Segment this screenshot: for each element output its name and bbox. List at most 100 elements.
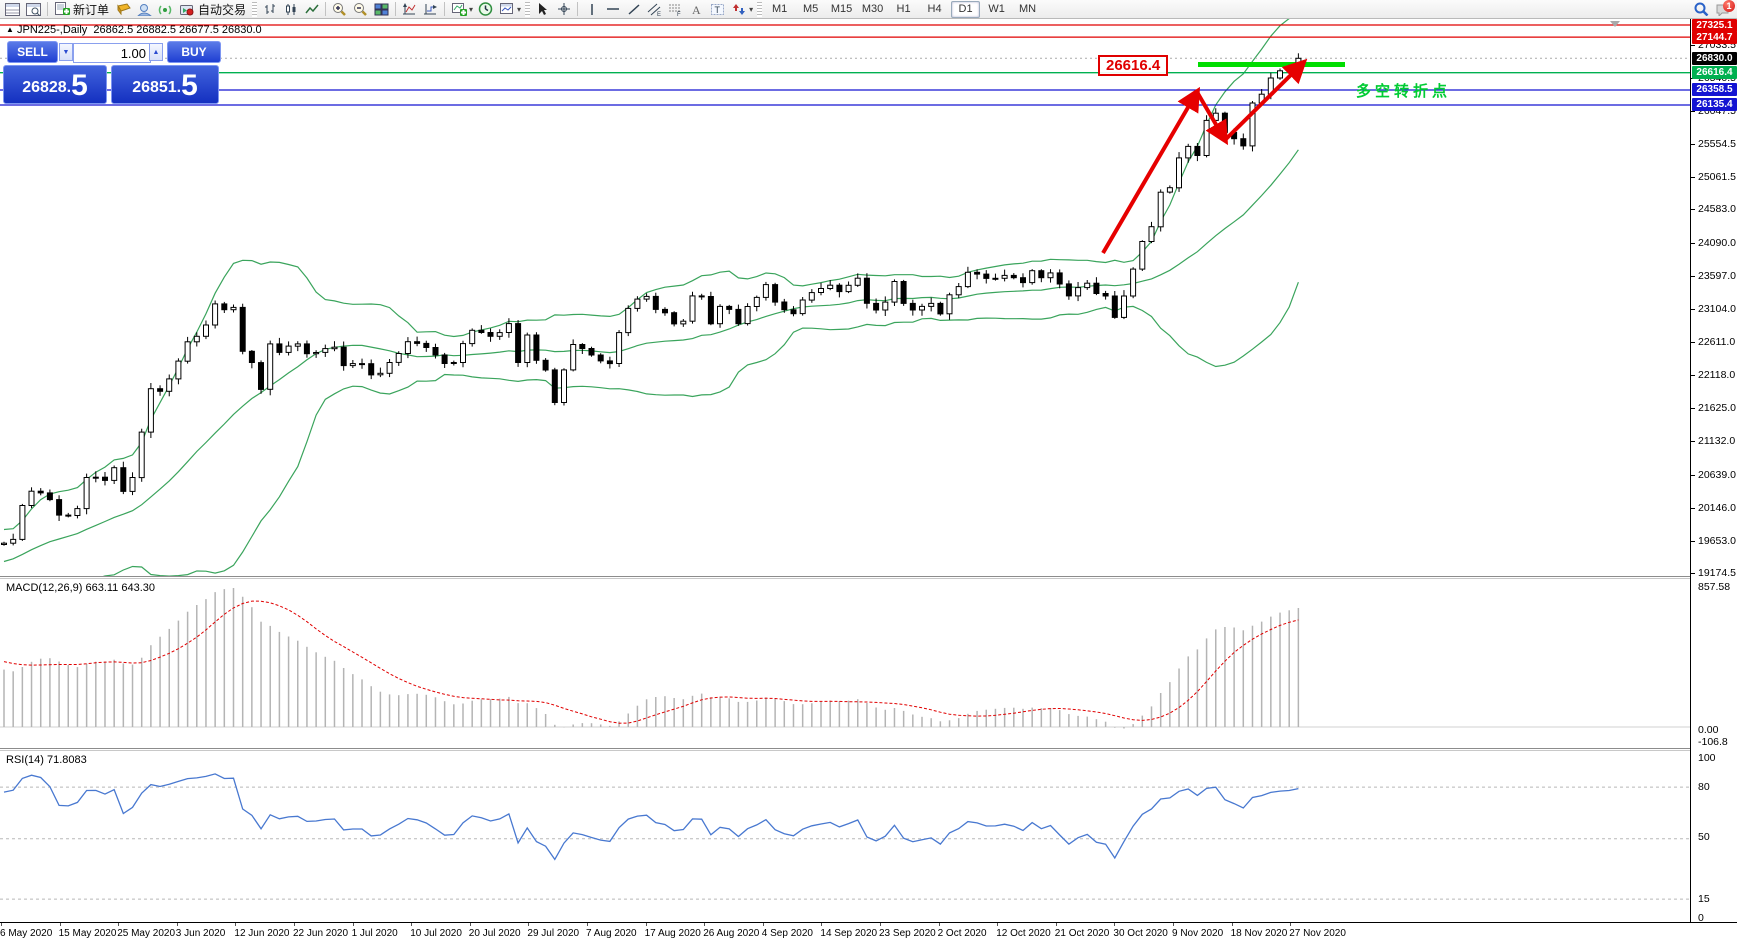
date-label: 4 Sep 2020 [761, 928, 813, 939]
price-tick-mark [1691, 242, 1695, 244]
signals-icon[interactable] [155, 1, 176, 18]
bar-chart-icon[interactable] [259, 1, 280, 18]
timeframe-m30[interactable]: M30 [861, 3, 884, 15]
zoom-out-icon[interactable] [350, 1, 371, 18]
new-chart-caret-icon[interactable]: ▾ [469, 4, 474, 14]
date-axis[interactable]: 6 May 2020 15 May 2020 25 May 2020 3 Jun 20… [0, 922, 1737, 943]
volume-up-button[interactable]: ▲ [149, 43, 163, 61]
templates-caret-icon[interactable]: ▾ [517, 4, 522, 14]
toolbar-separator [577, 2, 579, 16]
toolbar-grip [757, 1, 763, 17]
date-label: 17 Aug 2020 [644, 928, 701, 939]
search-icon[interactable] [1691, 1, 1712, 18]
indicator-axis-label: 0 [1698, 912, 1704, 924]
new-chart-icon[interactable] [448, 1, 469, 18]
timeframe-w1[interactable]: W1 [988, 3, 1005, 15]
price-axis[interactable]: 27033.526540.526047.525554.525061.524583… [1690, 18, 1737, 924]
equidistant-channel-icon[interactable]: E [644, 1, 665, 18]
price-tick-mark [1691, 144, 1695, 146]
price-tick-label: 19653.0 [1698, 534, 1736, 547]
price-level-badge: 27144.7 [1692, 30, 1737, 44]
timeframe-d1[interactable]: D1 [951, 0, 981, 18]
toolbar-grip [252, 1, 258, 17]
candlestick-chart-icon[interactable] [280, 1, 301, 18]
timeframe-h4[interactable]: H4 [927, 3, 942, 15]
buy-price-display[interactable]: 26851. 5 [111, 65, 219, 104]
indicators-window-icon[interactable] [399, 1, 420, 18]
toolbar-grip [525, 1, 531, 17]
volume-field[interactable]: 1.00 [73, 43, 151, 63]
price-tick-mark [1691, 408, 1695, 410]
data-window-icon[interactable] [23, 1, 44, 18]
timeframe-m5[interactable]: M5 [802, 3, 819, 15]
date-label: 12 Jun 2020 [234, 928, 290, 939]
resistance-price-label[interactable]: 26616.4 [1098, 55, 1169, 76]
price-tick-mark [1691, 441, 1695, 443]
expert-advisors-icon[interactable] [134, 1, 155, 18]
indicator-axis-label: 0.00 [1698, 724, 1719, 736]
price-tick-mark [1691, 275, 1695, 277]
vertical-line-icon[interactable] [581, 1, 602, 18]
date-tick-mark [59, 923, 61, 926]
volume-value[interactable]: 1.00 [120, 45, 146, 61]
timeframe-mn[interactable]: MN [1019, 3, 1037, 15]
rsi-indicator-label: RSI(14) 71.8083 [6, 754, 87, 766]
arrows-tool-icon[interactable] [728, 1, 749, 18]
new-order-label[interactable]: 新订单 [73, 2, 110, 17]
pane-divider[interactable] [0, 748, 1737, 749]
notifications-icon[interactable]: 1 [1712, 0, 1735, 18]
pivot-point-text[interactable]: 多空转折点 [1356, 83, 1452, 100]
line-chart-icon[interactable] [301, 1, 322, 18]
market-watch-icon[interactable] [2, 1, 23, 18]
price-tick-mark [1691, 341, 1695, 343]
date-label: 29 Jul 2020 [527, 928, 580, 939]
text-label-icon[interactable]: T [707, 1, 728, 18]
autotrading-label[interactable]: 自动交易 [198, 2, 247, 17]
collapse-triangle-icon[interactable]: ▲ [6, 25, 14, 34]
price-tick-label: 24090.0 [1698, 236, 1736, 249]
svg-text:E: E [657, 12, 661, 16]
buy-button[interactable]: BUY [167, 41, 221, 63]
date-tick-mark [1290, 923, 1292, 926]
indicators-list-icon[interactable] [420, 1, 441, 18]
price-tick-label: 21132.0 [1698, 435, 1736, 448]
tile-windows-icon[interactable] [371, 1, 392, 18]
main-chart-canvas[interactable] [0, 19, 1690, 576]
date-label: 14 Sep 2020 [820, 928, 878, 939]
svg-text:T: T [715, 5, 721, 15]
autotrading-icon[interactable] [176, 1, 197, 18]
period-clock-icon[interactable] [475, 1, 496, 18]
timeframe-m15[interactable]: M15 [830, 3, 853, 15]
trendline-icon[interactable] [623, 1, 644, 18]
sell-button[interactable]: SELL [7, 41, 58, 63]
date-tick-mark [1231, 923, 1233, 926]
sell-price-display[interactable]: 26828. 5 [3, 65, 107, 104]
text-icon[interactable]: A [686, 1, 707, 18]
price-tick-label: 20146.0 [1698, 501, 1736, 514]
date-tick-mark [997, 923, 999, 926]
chart-shift-marker-icon[interactable] [1610, 21, 1620, 27]
macd-pane-canvas[interactable] [0, 579, 1690, 747]
rsi-pane-canvas[interactable] [0, 751, 1690, 921]
pane-divider[interactable] [0, 576, 1737, 577]
price-tick-label: 22118.0 [1698, 369, 1736, 382]
sell-price-frac: 5 [71, 69, 88, 102]
arrows-caret-icon[interactable]: ▾ [749, 4, 754, 14]
timeframe-h1[interactable]: H1 [896, 3, 911, 15]
timeframe-m1[interactable]: M1 [771, 3, 788, 15]
volume-down-button[interactable]: ▼ [59, 43, 73, 61]
templates-icon[interactable] [496, 1, 517, 18]
new-order-icon[interactable] [51, 1, 72, 18]
fibonacci-icon[interactable]: F [665, 1, 686, 18]
chart-ohlc-values: 26862.5 26882.5 26677.5 26830.0 [93, 24, 262, 36]
pane-divider[interactable] [0, 578, 1737, 579]
price-tick-mark [1691, 44, 1695, 46]
indicator-axis-label: 857.58 [1698, 581, 1731, 593]
crosshair-icon[interactable] [553, 1, 574, 18]
pane-divider[interactable] [0, 750, 1737, 751]
horizontal-line-icon[interactable] [602, 1, 623, 18]
cursor-icon[interactable] [532, 1, 553, 18]
history-center-icon[interactable] [113, 1, 134, 18]
zoom-in-icon[interactable] [329, 1, 350, 18]
